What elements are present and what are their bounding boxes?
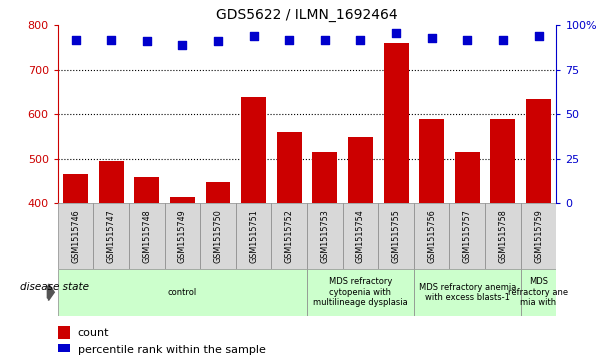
Bar <box>58 344 71 357</box>
Point <box>249 33 258 39</box>
Bar <box>414 203 449 269</box>
Point <box>356 37 365 42</box>
Bar <box>170 197 195 203</box>
Bar <box>307 203 343 269</box>
Text: count: count <box>78 327 109 338</box>
Text: GSM1515755: GSM1515755 <box>392 209 401 263</box>
Text: MDS refractory
cytopenia with
multilineage dysplasia: MDS refractory cytopenia with multilinea… <box>313 277 408 307</box>
Bar <box>348 136 373 203</box>
Bar <box>520 203 556 269</box>
Point <box>285 37 294 42</box>
Bar <box>200 203 236 269</box>
Bar <box>307 269 414 316</box>
Text: disease state: disease state <box>20 282 89 291</box>
Point <box>106 37 116 42</box>
Point <box>142 38 151 44</box>
Point <box>178 42 187 48</box>
Bar <box>491 119 516 203</box>
Bar <box>98 161 123 203</box>
Bar <box>63 174 88 203</box>
Bar <box>236 203 271 269</box>
Bar <box>526 99 551 203</box>
Bar <box>129 203 165 269</box>
Point <box>391 30 401 36</box>
Point <box>71 37 80 42</box>
Text: GSM1515750: GSM1515750 <box>213 209 223 263</box>
Text: GSM1515759: GSM1515759 <box>534 209 543 263</box>
Title: GDS5622 / ILMN_1692464: GDS5622 / ILMN_1692464 <box>216 8 398 22</box>
Point <box>320 37 330 42</box>
Bar <box>378 203 414 269</box>
Bar <box>455 152 480 203</box>
Text: GSM1515751: GSM1515751 <box>249 209 258 263</box>
Text: GSM1515752: GSM1515752 <box>285 209 294 263</box>
Point <box>534 33 544 39</box>
Bar <box>58 269 307 316</box>
Point <box>498 37 508 42</box>
Bar <box>414 269 520 316</box>
Bar <box>277 132 302 203</box>
Point <box>463 37 472 42</box>
Bar <box>313 152 337 203</box>
Bar <box>271 203 307 269</box>
Bar <box>58 326 71 339</box>
Text: percentile rank within the sample: percentile rank within the sample <box>78 346 266 355</box>
Bar <box>58 203 94 269</box>
Bar <box>420 119 444 203</box>
Text: GSM1515753: GSM1515753 <box>320 209 330 263</box>
Point <box>427 35 437 41</box>
Point <box>213 38 223 44</box>
Bar <box>343 203 378 269</box>
Bar <box>449 203 485 269</box>
Bar <box>206 182 230 203</box>
Text: control: control <box>168 288 197 297</box>
Bar <box>485 203 520 269</box>
FancyArrow shape <box>47 284 54 301</box>
Text: GSM1515756: GSM1515756 <box>427 209 436 263</box>
Text: MDS refractory anemia
with excess blasts-1: MDS refractory anemia with excess blasts… <box>418 282 516 302</box>
Text: GSM1515749: GSM1515749 <box>178 209 187 263</box>
Text: GSM1515758: GSM1515758 <box>499 209 508 263</box>
Bar <box>165 203 200 269</box>
Text: GSM1515746: GSM1515746 <box>71 209 80 263</box>
Text: MDS
refractory ane
mia with: MDS refractory ane mia with <box>508 277 568 307</box>
Text: GSM1515754: GSM1515754 <box>356 209 365 263</box>
Bar <box>94 203 129 269</box>
Bar <box>134 177 159 203</box>
Bar <box>241 97 266 203</box>
Text: GSM1515757: GSM1515757 <box>463 209 472 263</box>
Text: GSM1515748: GSM1515748 <box>142 209 151 263</box>
Text: GSM1515747: GSM1515747 <box>106 209 116 263</box>
Bar <box>384 43 409 203</box>
Bar <box>520 269 556 316</box>
